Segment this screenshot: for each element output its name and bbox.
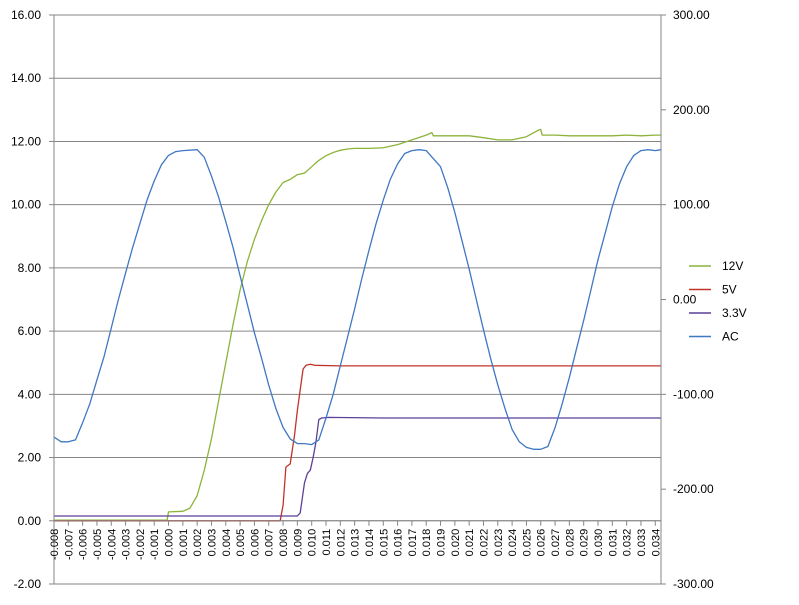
x-tick-label: 0.017: [407, 529, 419, 557]
x-tick-label: 0.024: [507, 529, 519, 557]
y-right-tick-label: 0.00: [673, 293, 697, 307]
series-line-12v: [54, 128, 661, 521]
x-tick-label: 0.021: [464, 529, 476, 557]
x-tick-label: 0.031: [607, 529, 619, 557]
x-tick-label: 0.025: [521, 529, 533, 557]
x-tick-label: 0.015: [378, 529, 390, 557]
x-tick-label: 0.002: [192, 529, 204, 557]
x-tick-label: -0.003: [121, 529, 133, 560]
x-tick-label: 0.006: [249, 529, 261, 557]
y-right-tick-label: -100.00: [673, 387, 714, 401]
x-tick-label: 0.014: [364, 529, 376, 557]
x-tick-label: 0.034: [650, 529, 662, 557]
y-left-tick-label: 8.00: [18, 261, 42, 275]
x-tick-label: 0.026: [536, 529, 548, 557]
y-left-tick-label: 14.00: [11, 71, 41, 85]
x-tick-label: -0.001: [149, 529, 161, 560]
y-left-tick-label: 10.00: [11, 198, 41, 212]
legend-label: 12V: [722, 259, 743, 273]
legend-label: 3.3V: [722, 306, 747, 320]
x-tick-label: 0.004: [221, 529, 233, 557]
axes: -2.00 0.00 2.00 4.00 6.00 8.00 10.00 12.00 14.00…: [11, 8, 714, 591]
x-tick-label: 0.001: [178, 529, 190, 557]
x-tick-label: 0.011: [321, 529, 333, 556]
x-tick-label: 0.032: [622, 529, 634, 557]
y-right-tick-label: -200.00: [673, 482, 714, 496]
legend-label: 5V: [722, 283, 737, 297]
series-line-ac: [53, 149, 662, 450]
x-tick-label: 0.030: [593, 529, 605, 557]
y-right-tick-label: 100.00: [673, 198, 710, 212]
y-right-tick-label: -300.00: [673, 577, 714, 591]
x-tick-label: 0.018: [421, 529, 433, 557]
x-tick-label: 0.000: [164, 529, 176, 557]
x-tick-label: 0.012: [335, 529, 347, 557]
x-tick-label: 0.008: [278, 529, 290, 557]
x-tick-label: 0.020: [450, 529, 462, 557]
x-tick-label: -0.007: [63, 529, 75, 560]
x-tick-label: 0.016: [393, 529, 405, 557]
x-tick-label: -0.006: [78, 529, 90, 560]
x-tick-label: -0.002: [135, 529, 147, 560]
x-tick-label: 0.010: [307, 529, 319, 557]
y-left-tick-label: -2.00: [14, 577, 42, 591]
x-tick-label: -0.004: [106, 529, 118, 560]
y-left-tick-label: 16.00: [11, 8, 41, 22]
x-tick-label: 0.013: [350, 529, 362, 557]
series-line-3-3v: [54, 416, 661, 517]
legend: 12V 5V 3.3V AC: [689, 259, 747, 344]
x-tick-label: 0.029: [579, 529, 591, 557]
x-tick-label: 0.027: [550, 529, 562, 557]
y-left-tick-label: 12.00: [11, 134, 41, 148]
y-left-tick-label: 0.00: [18, 514, 42, 528]
x-tick-label: 0.003: [206, 529, 218, 557]
x-tick-label: 0.033: [636, 529, 648, 557]
series-lines: [53, 128, 662, 522]
y-right-tick-label: 300.00: [673, 8, 710, 22]
y-left-tick-label: 6.00: [18, 324, 42, 338]
x-tick-label: 0.005: [235, 529, 247, 557]
y-left-tick-label: 2.00: [18, 451, 42, 465]
x-tick-label: 0.028: [564, 529, 576, 557]
y-right-tick-label: 200.00: [673, 103, 710, 117]
y-left-tick-label: 4.00: [18, 387, 42, 401]
series-line-5v: [54, 363, 661, 522]
x-tick-label: 0.007: [264, 529, 276, 557]
legend-label: AC: [722, 330, 739, 344]
x-tick-label: 0.009: [292, 529, 304, 557]
x-tick-label: -0.005: [92, 529, 104, 560]
x-tick-label: -0.008: [49, 529, 61, 560]
x-tick-label: 0.019: [436, 529, 448, 557]
x-tick-label: 0.023: [493, 529, 505, 557]
x-tick-label: 0.022: [478, 529, 490, 557]
